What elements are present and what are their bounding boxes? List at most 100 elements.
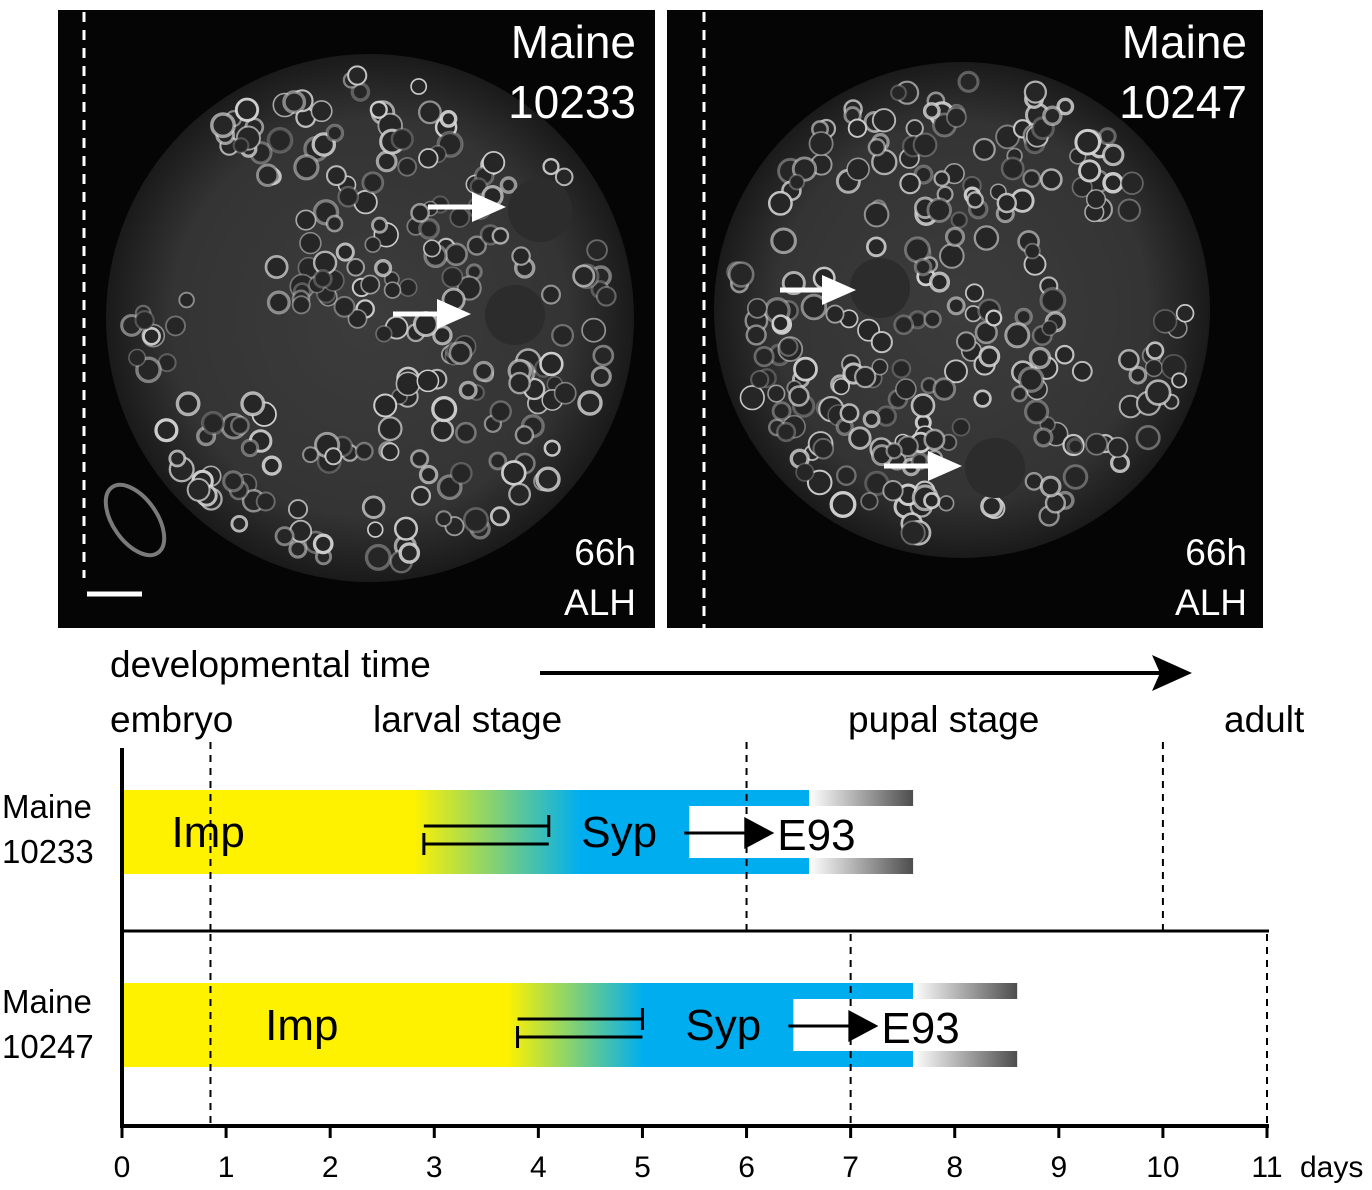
cell [829, 491, 857, 518]
cell [572, 264, 596, 288]
cell [871, 358, 889, 376]
panel-title-line2: 10233 [508, 76, 636, 128]
cell [539, 351, 564, 377]
cell [1098, 127, 1117, 146]
cell [595, 285, 617, 307]
cell [441, 266, 464, 289]
cell [264, 255, 289, 279]
cell [175, 391, 201, 417]
cell [416, 369, 440, 393]
cell [325, 123, 345, 143]
cell [274, 526, 295, 547]
cell [1085, 432, 1109, 456]
syp-to-e93-arrowhead [744, 817, 775, 849]
cell [430, 418, 455, 442]
x-tick-label: 0 [114, 1151, 131, 1184]
cell [165, 315, 186, 337]
cell [288, 539, 308, 559]
cell [854, 365, 877, 389]
cell [324, 447, 343, 466]
cell [395, 371, 421, 397]
cell [444, 242, 468, 267]
cell [895, 378, 917, 400]
expression-fade-bottom [809, 858, 914, 874]
cell [1024, 242, 1041, 260]
cell [491, 227, 510, 245]
cell [863, 201, 890, 228]
cell [222, 470, 245, 493]
cell [770, 227, 797, 255]
cell [311, 132, 337, 157]
timeline-row-10247: Maine 10247 Imp Syp E93 [2, 934, 1268, 1124]
cell [788, 173, 806, 191]
cell [848, 426, 872, 450]
cell [373, 393, 398, 418]
cell [488, 451, 508, 471]
panel-title-line2: 10247 [1119, 76, 1247, 128]
cell [899, 172, 921, 195]
cell [893, 314, 914, 336]
cell [788, 385, 810, 407]
cell [922, 102, 941, 120]
cell [808, 131, 834, 157]
cell [1145, 341, 1165, 360]
cell [232, 137, 250, 154]
cell [312, 268, 333, 289]
cell [956, 331, 977, 352]
cell [951, 417, 971, 437]
cell [800, 293, 828, 321]
cell [186, 477, 211, 502]
expression-fade-bottom [913, 1051, 1018, 1067]
cell [946, 107, 967, 128]
cell [449, 461, 473, 485]
cell [347, 308, 368, 329]
cell [1120, 171, 1144, 195]
cell [377, 416, 403, 442]
cell [337, 185, 360, 208]
cell [410, 203, 430, 223]
cell [535, 466, 561, 492]
stage-label-pupal: pupal stage [848, 699, 1039, 740]
cell [234, 97, 260, 122]
x-tick-label: 3 [426, 1151, 443, 1184]
x-tick-label: 9 [1050, 1151, 1067, 1184]
cell [775, 421, 797, 443]
cell [767, 190, 793, 216]
cell [1107, 436, 1129, 459]
cell [390, 127, 414, 151]
cell [592, 344, 615, 367]
cell [240, 391, 266, 417]
cell [974, 320, 998, 345]
timeline-marks [209, 934, 1268, 1124]
expression-fade-top [913, 983, 1018, 999]
stage-label-adult: adult [1224, 699, 1305, 740]
cell [753, 346, 775, 368]
cell [410, 449, 430, 469]
cell [287, 499, 309, 520]
cell [865, 236, 887, 258]
cell [418, 217, 440, 240]
cell [466, 235, 487, 256]
cell [1144, 379, 1172, 406]
cell [590, 365, 612, 388]
cell [900, 520, 926, 546]
cell [469, 177, 488, 196]
cell [230, 514, 249, 533]
cell [1004, 322, 1031, 349]
cell [1056, 97, 1075, 116]
cell [266, 126, 294, 154]
syp-label: Syp [581, 808, 657, 857]
cell [435, 510, 453, 528]
cell [746, 297, 768, 319]
cell [939, 243, 965, 269]
cell [832, 378, 850, 396]
cell [728, 261, 755, 288]
cell [489, 400, 512, 423]
cell [354, 441, 374, 461]
cell [240, 438, 260, 458]
row-label-line1: Maine [2, 788, 92, 825]
cell [436, 474, 463, 501]
cell [1066, 437, 1085, 456]
expression-bar [122, 790, 914, 874]
switch-window-bracket-top [517, 1008, 644, 1030]
